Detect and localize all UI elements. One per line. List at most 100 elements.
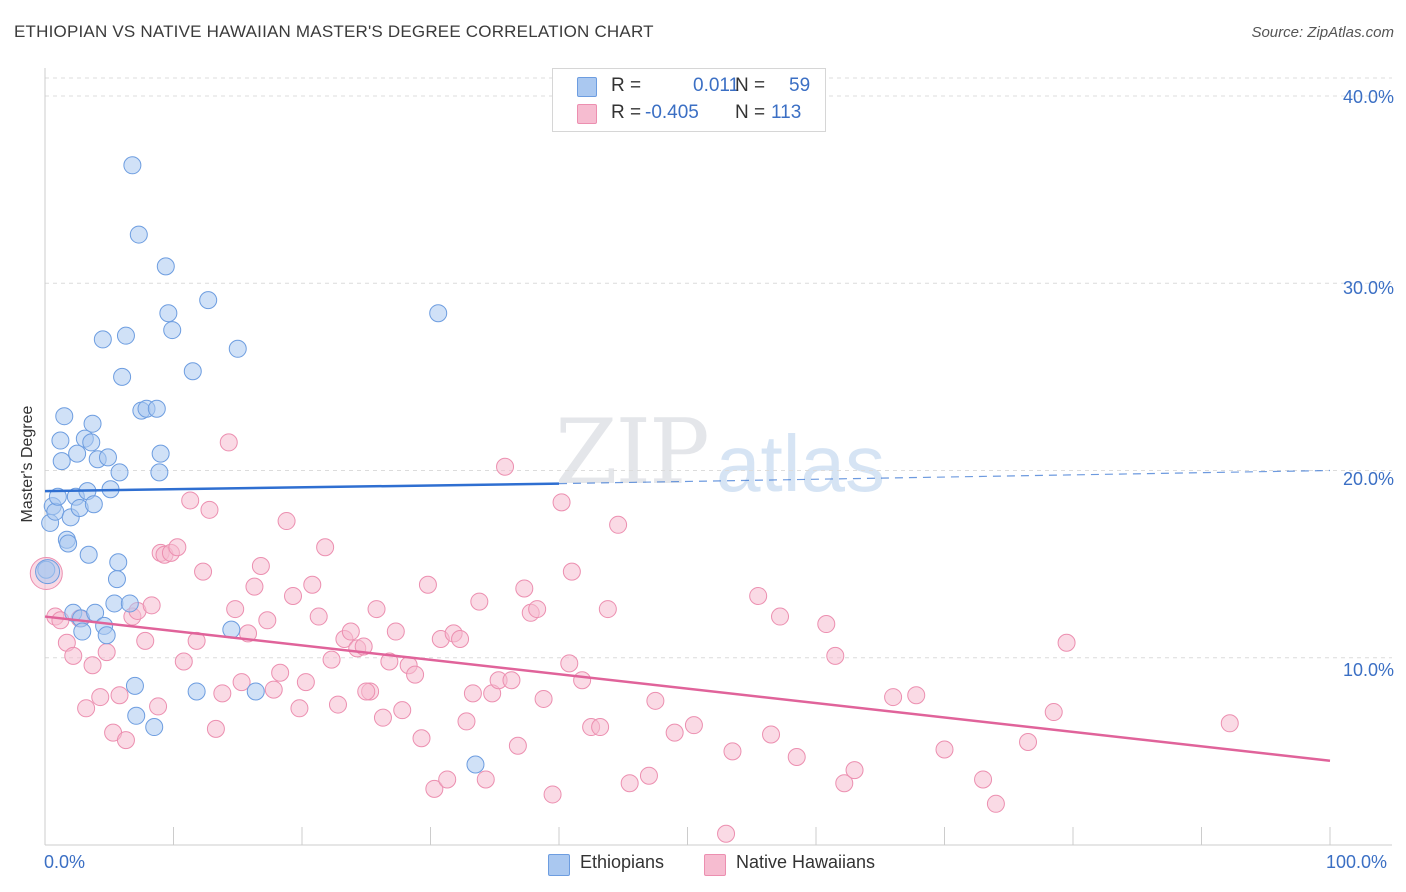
hawaiians-point (200, 500, 219, 519)
ethiopians-points (35, 156, 485, 774)
watermark-zip: ZIP (555, 400, 710, 505)
hawaiians-point (562, 562, 581, 581)
hawaiians-point (749, 586, 768, 605)
hawaiians-point (508, 736, 527, 755)
ethiopians-point (97, 626, 116, 645)
hawaiians-point (213, 684, 232, 703)
hawaiians-point (367, 600, 386, 619)
ethiopians-swatch (577, 77, 597, 97)
y-tick-label: 20.0% (1342, 469, 1394, 489)
hawaiians-point (438, 770, 457, 789)
hawaiians-point (264, 680, 283, 699)
y-tick-label: 10.0% (1342, 660, 1394, 680)
ethiopians-point (156, 257, 175, 276)
hawaiians-legend-label: Native Hawaiians (736, 852, 876, 872)
hawaiians-point (684, 716, 703, 735)
hawaiians-point (552, 493, 571, 512)
ethiopians-point (429, 304, 448, 323)
hawaiians-point (219, 433, 238, 452)
hawaiians-point (1220, 714, 1239, 733)
hawaiians-point (974, 770, 993, 789)
hawaiians-point (665, 723, 684, 742)
hawaiians-point (380, 652, 399, 671)
ethiopians-point (145, 718, 164, 737)
correlation-legend: R = 0.011 N = 59 R = -0.405 N = 113 (552, 68, 826, 132)
hawaiians-point (386, 622, 405, 641)
hawaiians-point (762, 725, 781, 744)
hawaiians-legend-swatch (704, 854, 726, 876)
ethiopians-point (125, 676, 144, 695)
axes (44, 68, 1392, 846)
ethiopians-legend-label: Ethiopians (580, 852, 665, 872)
hawaiians-point (573, 671, 592, 690)
hawaiians-point (451, 630, 470, 649)
hawaiians-point (168, 538, 187, 557)
hawaiians-point (817, 615, 836, 634)
ethiopians-trend-line (44, 482, 560, 493)
legend-row-ethiopians: R = 0.011 N = 59 (553, 75, 825, 101)
hawaiians-point (142, 596, 161, 615)
hawaiians-point (181, 491, 200, 510)
y-tick-label: 40.0% (1342, 87, 1394, 107)
ethiopians-n-value: 59 (789, 75, 811, 96)
hawaiians-point (470, 592, 489, 611)
hawaiians-point (226, 600, 245, 619)
hawaiians-point (826, 646, 845, 665)
ethiopians-point (59, 534, 78, 553)
hawaiians-point (771, 607, 790, 626)
hawaiians-point (534, 689, 553, 708)
hawaiians-point (206, 719, 225, 738)
hawaiians-point (1057, 633, 1076, 652)
hawaiians-point (717, 824, 736, 843)
hawaiians-point (457, 712, 476, 731)
hawaiians-point (303, 575, 322, 594)
ethiopians-point (159, 304, 178, 323)
hawaiians-point (136, 631, 155, 650)
ethiopians-point (127, 706, 146, 725)
ethiopians-point (93, 330, 112, 349)
hawaiians-point (463, 684, 482, 703)
hawaiians-point (309, 607, 328, 626)
ethiopians-point (129, 225, 148, 244)
hawaiians-point (373, 708, 392, 727)
n-label: N = (735, 75, 766, 96)
hawaiians-point (620, 774, 639, 793)
hawaiians-point (515, 579, 534, 598)
hawaiians-n-value: 113 (771, 102, 802, 123)
hawaiians-point (393, 701, 412, 720)
ethiopians-legend-swatch (548, 854, 570, 876)
hawaiians-point (609, 515, 628, 534)
ethiopians-point (55, 407, 74, 426)
r-label: R = (611, 102, 642, 123)
hawaiians-point (97, 643, 116, 662)
ethiopians-point (187, 682, 206, 701)
hawaiians-point (296, 673, 315, 692)
hawaiians-point (77, 699, 96, 718)
hawaiians-point (591, 718, 610, 737)
hawaiians-point (412, 729, 431, 748)
ethiopians-point (107, 570, 126, 589)
hawaiians-trend-line (44, 615, 1331, 762)
ethiopians-point (147, 399, 166, 418)
hawaiians-point (110, 686, 129, 705)
ethiopians-point (466, 755, 485, 774)
x-tick-label-min: 0.0% (44, 852, 86, 872)
hawaiians-r-value: -0.405 (645, 102, 699, 123)
ethiopians-point (98, 448, 117, 467)
hawaiians-point (284, 586, 303, 605)
ethiopians-point (113, 367, 132, 386)
hawaiians-point (884, 688, 903, 707)
ethiopians-point (151, 444, 170, 463)
ethiopians-point (84, 495, 103, 514)
hawaiians-point (845, 761, 864, 780)
hawaiians-point (357, 682, 376, 701)
gridlines (45, 77, 1392, 659)
hawaiians-point (277, 512, 296, 531)
ethiopians-point (120, 594, 139, 613)
hawaiians-point (328, 695, 347, 714)
ethiopians-point (52, 452, 71, 471)
ethiopians-point (48, 487, 67, 506)
trend-lines (44, 469, 1331, 762)
ethiopians-point (35, 559, 61, 585)
